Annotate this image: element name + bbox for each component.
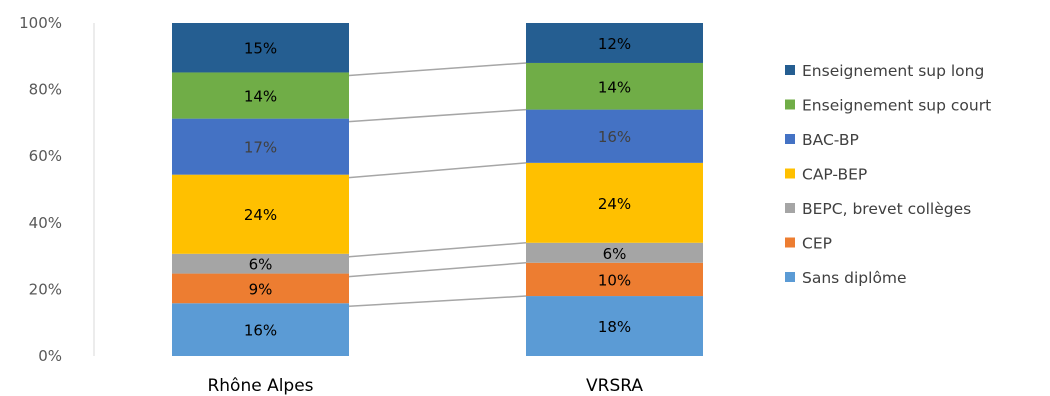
data-label: 6% — [603, 245, 627, 263]
bar-segment — [526, 109, 703, 163]
bar-segment — [172, 303, 349, 356]
bar-segment — [172, 253, 349, 274]
legend-swatch — [785, 203, 795, 213]
legend-swatch — [785, 65, 795, 75]
y-tick-label: 100% — [19, 14, 62, 32]
bar-segment — [172, 23, 349, 73]
data-label: 18% — [598, 318, 631, 336]
legend-swatch — [785, 99, 795, 110]
legend-label: BEPC, brevet collèges — [802, 200, 971, 218]
data-label: 9% — [249, 280, 273, 298]
data-label: 14% — [244, 88, 277, 106]
series-connector-lines — [348, 62, 527, 307]
legend-label: BAC-BP — [802, 131, 859, 149]
data-label: 15% — [244, 40, 277, 58]
bar-segment — [526, 262, 703, 297]
legend-swatch — [785, 168, 795, 179]
legend-label: Enseignement sup long — [802, 62, 984, 80]
bar-segment — [172, 174, 349, 254]
category-labels: Rhône Alpes VRSRA — [207, 376, 643, 396]
legend-label: CAP-BEP — [802, 166, 867, 184]
legend-swatch — [785, 134, 795, 144]
y-tick-label: 80% — [29, 81, 62, 99]
bar-segment — [526, 162, 703, 243]
connector-line — [348, 295, 527, 307]
connector-line — [348, 62, 527, 77]
data-label: 16% — [244, 322, 277, 340]
data-label: 24% — [598, 195, 631, 213]
data-label: 16% — [598, 128, 631, 146]
data-label: 14% — [598, 78, 631, 96]
y-tick-label: 20% — [29, 280, 62, 298]
y-tick-label: 60% — [29, 147, 62, 165]
y-tick-label: 0% — [38, 347, 62, 365]
legend-label: Enseignement sup court — [802, 97, 991, 115]
data-label: 10% — [598, 271, 631, 289]
x-category-label: Rhône Alpes — [207, 376, 313, 396]
legend: Enseignement sup long Enseignement sup co… — [785, 62, 991, 287]
bar-segment — [526, 62, 703, 110]
connector-line — [348, 262, 527, 278]
bar-segment — [526, 296, 703, 356]
data-label: 12% — [598, 35, 631, 53]
bar-segment — [172, 72, 349, 119]
legend-label: Sans diplôme — [802, 269, 907, 287]
connector-line — [348, 242, 527, 258]
y-axis: 0% 20% 40% 60% 80% 100% — [19, 14, 95, 365]
data-label: 24% — [244, 206, 277, 224]
bar-segment — [526, 242, 703, 263]
connector-line — [348, 108, 527, 123]
y-tick-label: 40% — [29, 214, 62, 232]
bars: 16% 9% 6% 24% 17% 14% 15% 18% 10% 6% 24% 16% 14% 12% — [172, 23, 703, 356]
bar-segment — [172, 118, 349, 175]
legend-label: CEP — [802, 235, 832, 253]
connector-line — [348, 162, 527, 179]
x-category-label: VRSRA — [586, 376, 643, 396]
bar-segment — [172, 273, 349, 304]
legend-swatch — [785, 272, 795, 282]
data-label: 17% — [244, 139, 277, 157]
data-label: 6% — [249, 256, 273, 274]
legend-swatch — [785, 237, 795, 248]
bar-segment — [526, 23, 703, 63]
